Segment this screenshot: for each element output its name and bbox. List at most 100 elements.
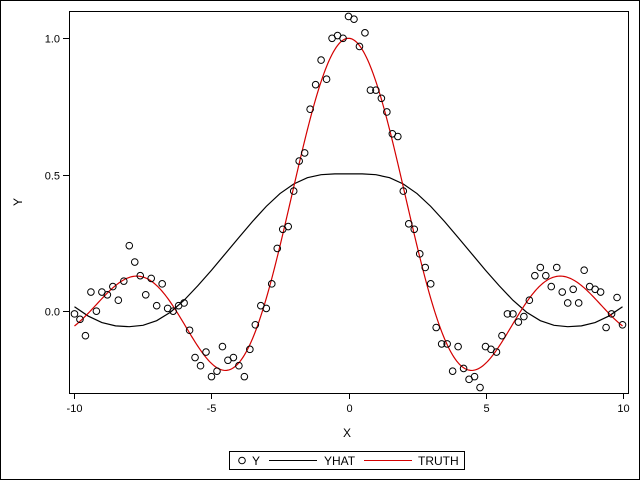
data-point [437, 340, 446, 348]
data-point [618, 320, 627, 329]
data-point [251, 320, 260, 329]
x-tick-label: -10 [67, 403, 83, 415]
data-point [306, 105, 314, 114]
data-point [207, 372, 216, 381]
data-point [87, 288, 95, 296]
data-point [415, 250, 424, 258]
data-point [70, 310, 79, 318]
data-point [92, 307, 101, 315]
data-point [235, 361, 243, 370]
y-axis: 0.0 0.5 1.0 [45, 34, 69, 319]
yhat-line [74, 173, 623, 328]
data-point [339, 34, 347, 43]
data-point [229, 353, 238, 362]
data-point [355, 42, 364, 51]
data-point [103, 290, 112, 299]
x-tick-label: 10 [617, 403, 629, 415]
data-point [399, 187, 408, 195]
data-point [613, 293, 621, 302]
x-axis-title: X [343, 426, 351, 440]
data-point [547, 282, 556, 291]
truth-line [74, 37, 623, 372]
data-point [580, 266, 588, 275]
data-point [421, 263, 430, 272]
data-point [410, 225, 419, 234]
data-point [372, 86, 380, 94]
legend-y-marker [238, 456, 246, 465]
yhat-series [74, 173, 623, 328]
data-point [81, 331, 90, 340]
data-point [185, 326, 194, 335]
data-point [213, 367, 221, 375]
data-point [607, 310, 616, 318]
data-point [503, 310, 512, 318]
data-point [311, 80, 320, 89]
y-series-points [70, 12, 627, 392]
y-tick-label: 0.0 [45, 307, 60, 319]
data-point [377, 94, 386, 103]
legend: Y YHAT TRUTH [229, 451, 465, 470]
x-tick-label: 0 [346, 403, 352, 415]
data-point [404, 220, 413, 228]
data-point [300, 149, 309, 157]
data-point [295, 157, 303, 165]
legend-y-label: Y [252, 454, 260, 468]
data-point [273, 244, 282, 253]
data-point [289, 187, 298, 195]
y-axis-title: Y [11, 198, 25, 206]
data-point [202, 348, 210, 356]
data-point [596, 288, 605, 296]
data-point [196, 361, 205, 370]
data-point [76, 315, 84, 324]
data-point [470, 372, 479, 381]
data-point [394, 132, 402, 141]
data-point [262, 304, 271, 313]
data-point [366, 86, 375, 94]
data-point [158, 280, 166, 288]
data-point [498, 331, 506, 340]
data-point [218, 342, 227, 351]
data-point [563, 299, 572, 307]
data-point [531, 271, 539, 280]
data-point [541, 271, 550, 280]
data-point [120, 277, 128, 285]
data-point [246, 345, 254, 354]
data-point [448, 367, 457, 375]
data-point [114, 296, 123, 305]
data-point [317, 56, 325, 64]
data-point [558, 288, 567, 296]
data-point [574, 299, 583, 307]
legend-truth-label: TRUTH [418, 454, 459, 468]
data-point [322, 75, 331, 84]
x-tick-label: -5 [207, 403, 217, 415]
data-point [141, 290, 150, 299]
data-point [552, 263, 561, 272]
data-point [454, 342, 462, 351]
data-point [602, 323, 610, 332]
data-point [180, 299, 188, 307]
data-point [492, 348, 501, 356]
data-point [361, 29, 369, 37]
data-point [130, 258, 139, 266]
truth-series [74, 37, 623, 372]
data-point [476, 383, 484, 392]
data-point [383, 108, 391, 116]
plot-area [69, 11, 629, 394]
data-point [426, 280, 435, 288]
data-point [240, 372, 249, 381]
data-point [536, 263, 545, 272]
data-point [525, 296, 534, 305]
data-point [125, 241, 134, 250]
data-point [443, 340, 451, 348]
data-point [267, 280, 276, 288]
data-point [136, 271, 145, 280]
x-tick-label: 5 [483, 403, 489, 415]
data-point [152, 301, 161, 310]
data-point [191, 353, 199, 362]
data-point [459, 364, 468, 373]
y-tick-label: 1.0 [45, 34, 60, 46]
data-point [147, 274, 156, 283]
legend-box [229, 451, 465, 470]
